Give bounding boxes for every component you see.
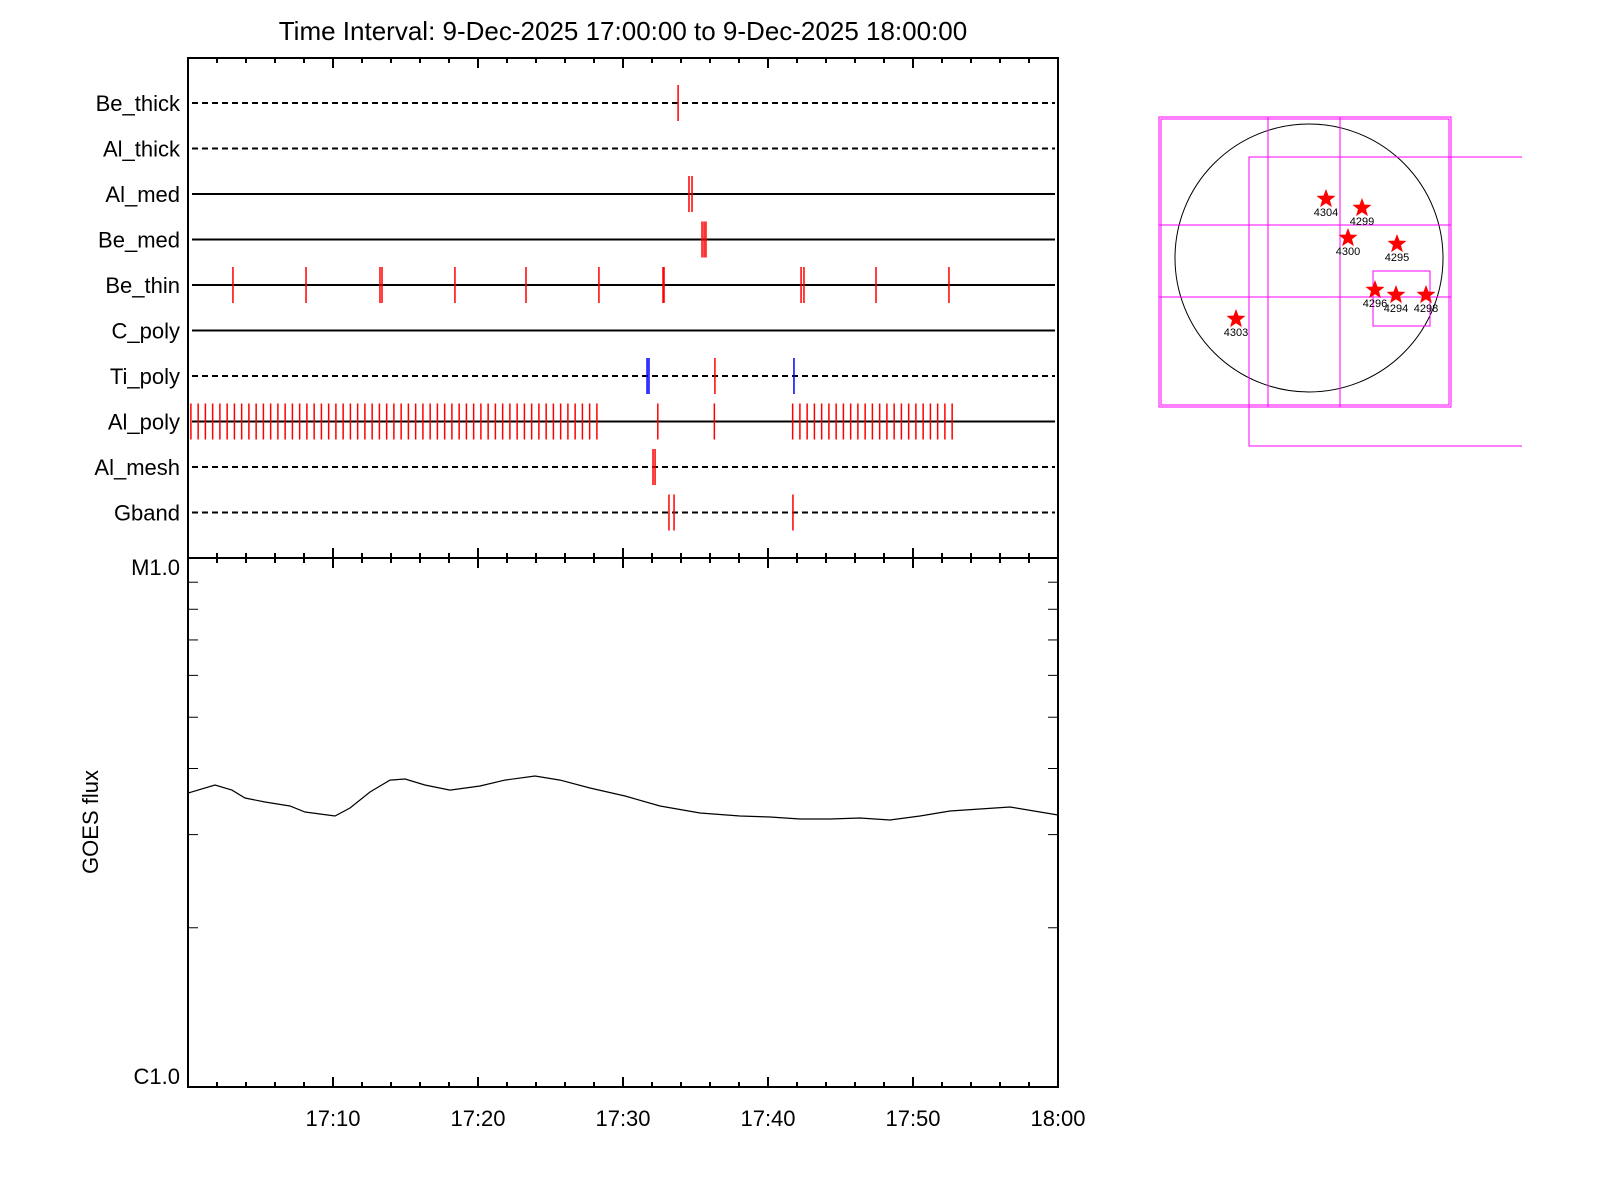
x-tick-label: 17:40 bbox=[740, 1106, 795, 1131]
region-label: 4299 bbox=[1350, 216, 1374, 228]
plot-frame bbox=[187, 557, 1059, 1088]
region-star bbox=[1316, 189, 1336, 208]
y-tick-label: M1.0 bbox=[131, 555, 180, 580]
x-tick-label: 17:20 bbox=[450, 1106, 505, 1131]
fov-box bbox=[1160, 118, 1450, 406]
region-label: 4298 bbox=[1414, 303, 1438, 315]
region-star bbox=[1416, 285, 1436, 304]
region-label: 4294 bbox=[1384, 303, 1408, 315]
row-label: Al_med bbox=[105, 182, 180, 207]
row-label: Ti_poly bbox=[110, 364, 180, 389]
region-star bbox=[1386, 285, 1406, 304]
region-label: 4303 bbox=[1224, 327, 1248, 339]
row-label: Gband bbox=[114, 500, 180, 525]
solar-disk bbox=[1174, 123, 1444, 393]
row-label: C_poly bbox=[112, 318, 180, 343]
x-tick-label: 17:50 bbox=[885, 1106, 940, 1131]
region-label: 4300 bbox=[1336, 246, 1360, 258]
region-star bbox=[1387, 234, 1407, 253]
x-tick-label: 17:10 bbox=[305, 1106, 360, 1131]
region-label: 4295 bbox=[1385, 252, 1409, 264]
plot-frame bbox=[187, 57, 1059, 559]
chart-title: Time Interval: 9-Dec-2025 17:00:00 to 9-… bbox=[279, 16, 967, 46]
region-star bbox=[1338, 228, 1358, 247]
region-star bbox=[1352, 198, 1372, 217]
row-label: Be_thin bbox=[105, 273, 180, 298]
row-label: Al_poly bbox=[108, 409, 180, 434]
row-label: Al_mesh bbox=[94, 455, 180, 480]
flux-line bbox=[187, 775, 1059, 821]
region-label: 4296 bbox=[1363, 298, 1387, 310]
y-tick-label: C1.0 bbox=[134, 1064, 180, 1089]
row-label: Be_med bbox=[98, 227, 180, 252]
fov-box bbox=[1158, 116, 1452, 408]
fov-box bbox=[1248, 156, 1522, 447]
x-tick-label: 18:00 bbox=[1030, 1106, 1085, 1131]
row-label: Be_thick bbox=[96, 91, 181, 116]
x-tick-label: 17:30 bbox=[595, 1106, 650, 1131]
region-star bbox=[1365, 280, 1385, 299]
region-label: 4304 bbox=[1314, 207, 1338, 219]
y-axis-label: GOES flux bbox=[78, 770, 103, 874]
row-label: Al_thick bbox=[103, 136, 181, 161]
region-star bbox=[1226, 309, 1246, 328]
